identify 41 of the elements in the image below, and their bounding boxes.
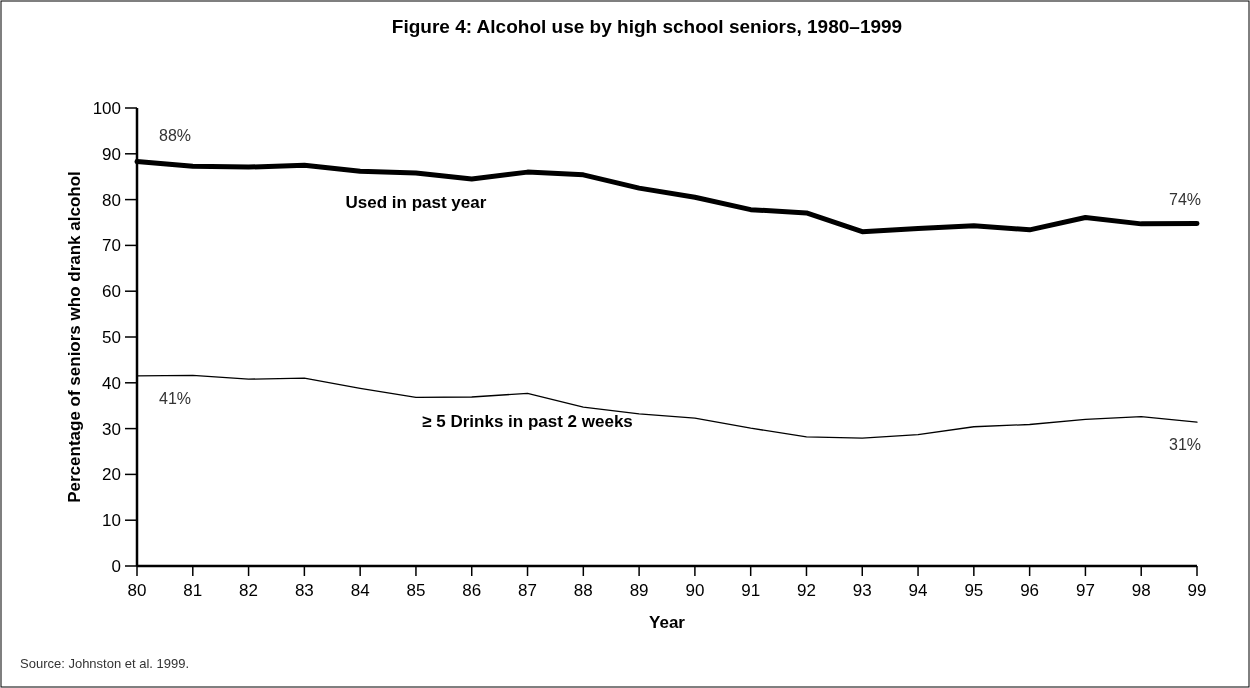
y-tick-label: 70 [102, 236, 121, 256]
x-axis-title: Year [649, 613, 686, 632]
series-label: Used in past year [345, 193, 487, 213]
x-tick-label: 91 [741, 581, 761, 600]
x-tick-label: 89 [629, 581, 649, 600]
x-tick-label: 87 [518, 581, 537, 600]
y-tick-label: 90 [102, 144, 121, 164]
chart-title: Figure 4: Alcohol use by high school seniors, 1980–1999 [391, 16, 903, 37]
x-tick-label: 84 [350, 581, 370, 600]
x-tick-label: 93 [852, 581, 872, 600]
x-tick-label: 88 [573, 581, 593, 600]
source-note: Source: Johnston et al. 1999. [20, 656, 190, 671]
y-tick-label: 0 [111, 556, 121, 576]
y-tick-label: 80 [102, 190, 121, 210]
y-tick-label: 20 [102, 465, 121, 485]
y-tick-label: 60 [102, 282, 121, 302]
annotation: 88% [158, 126, 192, 144]
x-tick-label: 90 [685, 581, 705, 600]
series-label: ≥ 5 Drinks in past 2 weeks [422, 412, 633, 432]
y-tick-label: 50 [102, 327, 121, 347]
x-tick-label: 81 [183, 581, 203, 600]
annotation: 74% [1168, 191, 1202, 209]
y-tick-label: 10 [102, 511, 121, 531]
annotation: 31% [1168, 436, 1202, 454]
x-tick-label: 80 [127, 581, 147, 600]
y-axis-title: Percentage of seniors who drank alcohol [65, 171, 84, 503]
y-tick-label: 40 [102, 373, 121, 393]
x-tick-label: 94 [908, 581, 928, 600]
x-tick-label: 95 [964, 581, 984, 600]
x-tick-label: 86 [462, 581, 482, 600]
x-tick-label: 97 [1075, 581, 1095, 600]
x-tick-label: 96 [1020, 581, 1040, 600]
x-tick-label: 92 [797, 581, 816, 600]
y-tick-label: 30 [102, 419, 121, 439]
x-tick-label: 83 [294, 581, 314, 600]
x-tick-label: 85 [406, 581, 426, 600]
y-tick-label: 100 [92, 98, 121, 118]
x-tick-label: 82 [239, 581, 259, 600]
x-tick-label: 99 [1187, 581, 1207, 600]
x-tick-label: 98 [1131, 581, 1151, 600]
annotation: 41% [158, 390, 192, 408]
